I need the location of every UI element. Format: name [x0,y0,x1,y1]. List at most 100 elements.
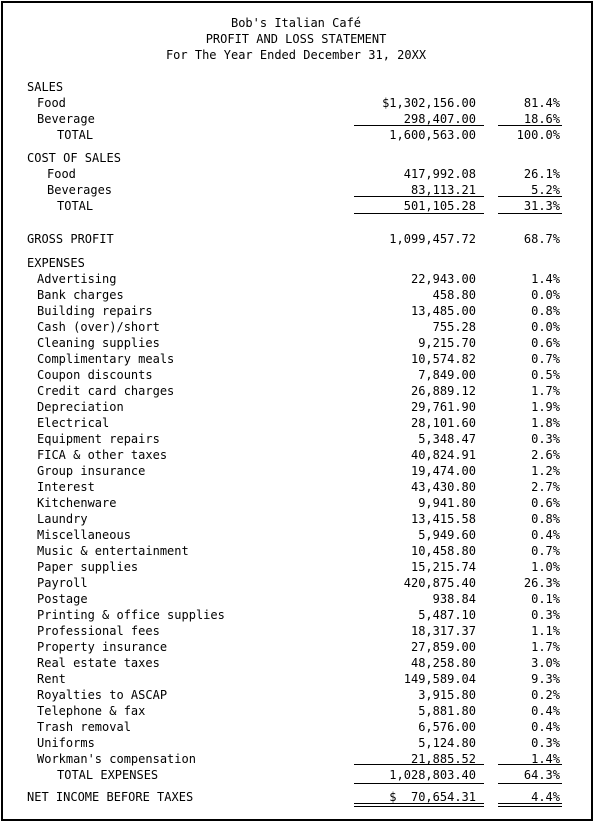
expense-row-label: Property insurance [37,640,168,654]
expense-row-amount: 9,215.70 [418,336,476,350]
expense-row-label: Laundry [37,512,88,526]
company-name: Bob's Italian Café [230,16,362,30]
expense-row-label: Advertising [37,272,117,286]
expense-row-label: Interest [37,480,95,494]
expense-row-amount: 755.28 [432,320,476,334]
expense-row-label: Building repairs [37,304,153,318]
expenses-total-percent: 64.3% [523,768,560,782]
expense-row-label: Uniforms [37,736,95,750]
expense-row-percent: 1.7% [531,640,560,654]
expense-row-percent: 1.8% [531,416,560,430]
expense-row-percent: 3.0% [531,656,560,670]
expense-row-amount: 15,215.74 [410,560,476,574]
expense-row-percent: 0.0% [531,288,560,302]
net-income-double-underline-amount [354,806,484,807]
expense-row-amount: 458.80 [432,288,476,302]
expense-row-amount: 27,859.00 [410,640,476,654]
expense-row-amount: 40,824.91 [410,448,476,462]
expense-row-label: Trash removal [37,720,131,734]
cos-underline-percent [498,196,562,197]
expense-row-label: Group insurance [37,464,146,478]
expense-row-percent: 0.8% [531,512,560,526]
expense-row-label: Complimentary meals [37,352,175,366]
net-income-underline-percent [498,803,562,804]
sales-beverage-amount: 298,407.00 [403,112,476,126]
expense-row-amount: 5,949.60 [418,528,476,542]
expense-row-label: Cleaning supplies [37,336,160,350]
expense-row-amount: 5,487.10 [418,608,476,622]
expense-row-amount: 22,943.00 [410,272,476,286]
cos-food-percent: 26.1% [523,167,560,181]
sales-total-amount: 1,600,563.00 [389,128,476,142]
cos-underline-amount [354,196,484,197]
cos-beverages-label: Beverages [47,183,113,197]
sales-underline-amount [354,125,484,126]
expense-row-percent: 2.6% [531,448,560,462]
expense-row-percent: 1.1% [531,624,560,638]
expense-row-percent: 0.6% [531,336,560,350]
gross-profit-label: GROSS PROFIT [27,232,114,246]
expense-row-percent: 0.3% [531,608,560,622]
expense-row-label: Equipment repairs [37,432,160,446]
cos-food-amount: 417,992.08 [403,167,476,181]
sales-food-percent: 81.4% [523,96,560,110]
expense-row-percent: 0.0% [531,320,560,334]
expense-row-percent: 0.1% [531,592,560,606]
expense-row-amount: 21,885.52 [410,752,476,766]
expense-row-amount: 10,458.80 [410,544,476,558]
expense-row-percent: 2.7% [531,480,560,494]
expense-row-amount: 5,124.80 [418,736,476,750]
statement-title: PROFIT AND LOSS STATEMENT [205,32,387,46]
sales-total-percent: 100.0% [516,128,560,142]
expense-row-amount: 149,589.04 [403,672,476,686]
expense-row-percent: 1.2% [531,464,560,478]
cos-total-amount: 501,105.28 [403,199,476,213]
expense-row-label: Miscellaneous [37,528,131,542]
expense-row-amount: 26,889.12 [410,384,476,398]
expenses-total-underline-percent [498,783,562,784]
cos-total-underline-amount [354,213,484,214]
expense-row-amount: 19,474.00 [410,464,476,478]
expense-row-label: Real estate taxes [37,656,160,670]
expenses-total-amount: 1,028,803.40 [389,768,476,782]
expense-row-label: Cash (over)/short [37,320,160,334]
expenses-heading: EXPENSES [27,256,85,270]
expense-row-percent: 0.2% [531,688,560,702]
net-income-label: NET INCOME BEFORE TAXES [27,790,194,804]
sales-underline-percent [498,125,562,126]
expense-row-amount: 5,348.47 [418,432,476,446]
expense-row-amount: 420,875.40 [403,576,476,590]
expense-row-percent: 0.7% [531,544,560,558]
expense-row-label: FICA & other taxes [37,448,168,462]
expense-row-label: Bank charges [37,288,124,302]
net-income-underline-amount [354,803,484,804]
expense-row-label: Payroll [37,576,88,590]
expense-row-label: Rent [37,672,66,686]
expense-row-label: Coupon discounts [37,368,153,382]
expenses-underline-amount [354,764,484,765]
expense-row-percent: 0.4% [531,528,560,542]
cost-of-sales-heading: COST OF SALES [27,151,121,165]
sales-total-label: TOTAL [57,128,94,142]
expense-row-label: Printing & office supplies [37,608,225,622]
net-income-percent: 4.4% [531,790,560,804]
expense-row-percent: 0.8% [531,304,560,318]
cos-food-label: Food [47,167,76,181]
expense-row-label: Paper supplies [37,560,139,574]
expense-row-percent: 1.4% [531,752,560,766]
expense-row-label: Professional fees [37,624,160,638]
expense-row-percent: 1.4% [531,272,560,286]
expense-row-amount: 3,915.80 [418,688,476,702]
expense-row-amount: 48,258.80 [410,656,476,670]
expense-row-percent: 26.3% [523,576,560,590]
expenses-underline-percent [498,764,562,765]
net-income-double-underline-percent [498,806,562,807]
cos-total-label: TOTAL [57,199,94,213]
expense-row-percent: 9.3% [531,672,560,686]
gross-profit-amount: 1,099,457.72 [389,232,476,246]
expense-row-amount: 10,574.82 [410,352,476,366]
cos-beverages-amount: 83,113.21 [410,183,476,197]
expense-row-percent: 1.9% [531,400,560,414]
expense-row-label: Postage [37,592,88,606]
